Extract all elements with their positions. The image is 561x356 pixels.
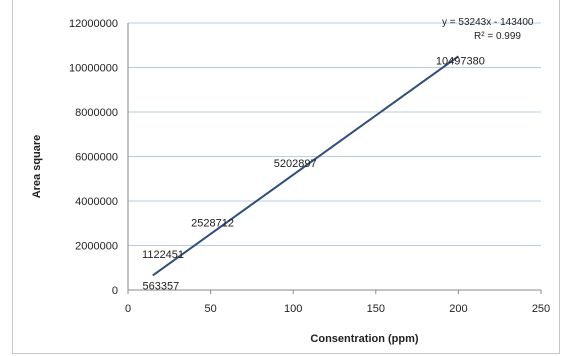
x-tick-label: 100	[284, 303, 302, 315]
x-axis-title: Consentration (ppm)	[310, 333, 418, 345]
data-label: 1122451	[142, 249, 184, 261]
trendline-equation: y = 53243x - 143400	[442, 17, 534, 28]
data-label: 563357	[143, 280, 180, 292]
y-tick-label: 6000000	[75, 152, 118, 164]
data-label: 5202897	[274, 158, 317, 170]
y-tick-label: 2000000	[75, 241, 118, 253]
data-label: 2528712	[191, 218, 234, 230]
x-tick-label: 150	[367, 303, 385, 315]
y-tick-label: 4000000	[75, 196, 118, 208]
chart-frame	[12, 0, 560, 354]
x-tick-label: 50	[204, 303, 216, 315]
y-tick-label: 10000000	[69, 63, 118, 75]
axes: 0 2000000 4000000 6000000 8000000 10000000 120…	[69, 18, 550, 315]
gridlines	[128, 22, 541, 246]
x-tick-label: 200	[449, 303, 467, 315]
y-tick-label: 0	[112, 285, 118, 297]
y-axis-title: Area square	[31, 135, 43, 199]
x-tick-label: 0	[125, 303, 131, 315]
y-tick-label: 12000000	[69, 18, 118, 30]
trendline	[152, 55, 459, 277]
data-labels: 563357 1122451 2528712 5202897 10497380	[142, 55, 485, 292]
trendline-r-squared: R² = 0.999	[474, 31, 521, 42]
data-label: 10497380	[436, 55, 485, 67]
x-tick-label: 250	[532, 303, 550, 315]
y-tick-label: 8000000	[75, 107, 118, 119]
trendline-line	[152, 55, 459, 277]
